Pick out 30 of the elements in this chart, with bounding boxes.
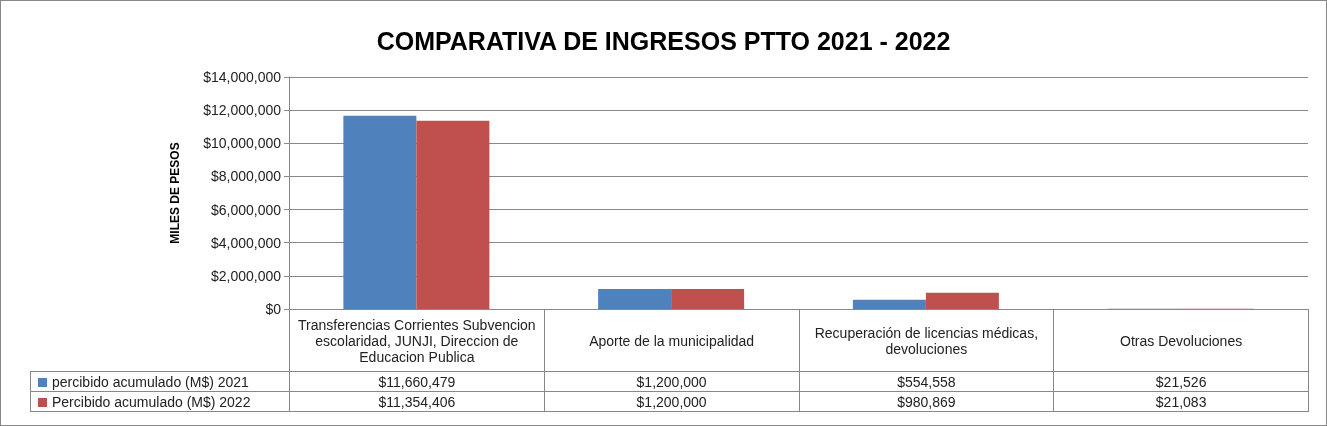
x-tick-label: Aporte de la municipalidad: [544, 309, 799, 372]
data-label: $1,200,000: [544, 371, 799, 392]
legend-label: percibido acumulado (M$) 2021: [30, 371, 290, 392]
x-tick-label: Recuperación de licencias médicas, devoluciones: [799, 309, 1054, 372]
y-tick-label: $10,000,000: [203, 135, 282, 152]
bar: [343, 115, 417, 309]
data-label: $554,558: [799, 371, 1054, 392]
bar: [416, 120, 490, 309]
y-tick-label: $14,000,000: [203, 69, 282, 85]
bar: [598, 289, 672, 309]
chart-title: COMPARATIVA DE INGRESOS PTTO 2021 - 2022: [376, 26, 951, 55]
y-tick-label: $12,000,000: [203, 102, 282, 119]
data-label: $11,354,406: [289, 391, 545, 412]
data-label: $1,200,000: [544, 391, 799, 412]
y-tick-label: $2,000,000: [210, 267, 282, 284]
data-label: $980,869: [799, 391, 1054, 412]
y-tick-label: $4,000,000: [210, 234, 282, 251]
data-label: $21,526: [1053, 371, 1309, 392]
y-tick-label: $6,000,000: [210, 201, 282, 218]
x-tick-label: Otras Devoluciones: [1053, 309, 1309, 372]
y-axis-title: MILES DE PESOS: [168, 142, 182, 244]
y-tick-label: $0: [265, 301, 282, 317]
legend-label: Percibido acumulado (M$) 2022: [30, 391, 290, 412]
y-tick-label: $8,000,000: [210, 168, 282, 185]
data-label: $21,083: [1053, 391, 1309, 412]
bar: [852, 299, 926, 309]
x-tick-label: Transferencias Corrientes Subvencion escolaridad, JUNJI, Direccion de Educacion Publica: [289, 309, 545, 372]
bar: [671, 289, 745, 309]
data-label: $11,660,479: [289, 371, 545, 392]
bar: [925, 292, 999, 309]
